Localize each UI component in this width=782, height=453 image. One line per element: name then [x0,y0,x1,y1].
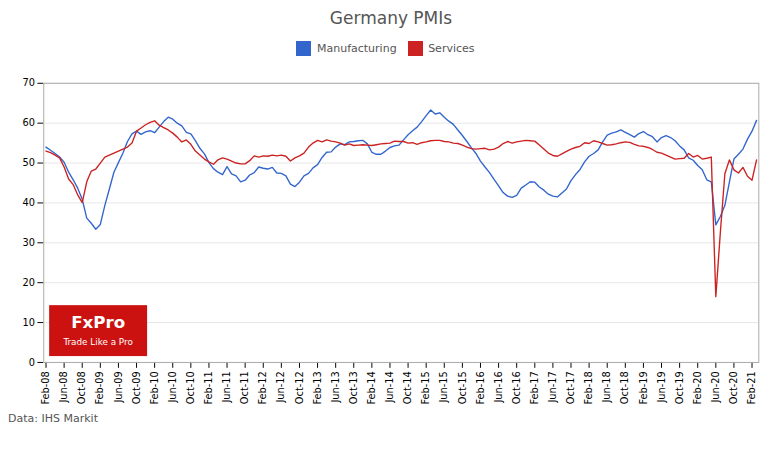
svg-text:Jun-12: Jun-12 [275,371,286,403]
svg-text:Feb-17: Feb-17 [529,371,540,404]
svg-text:Feb-13: Feb-13 [312,371,323,404]
svg-text:30: 30 [22,236,34,247]
svg-text:40: 40 [22,197,34,208]
svg-text:20: 20 [22,276,34,287]
svg-text:Jun-13: Jun-13 [330,371,341,403]
html-text:Manufacturing: Manufacturing [317,42,397,55]
svg-text:70: 70 [22,77,34,88]
svg-text:10: 10 [22,316,34,327]
svg-text:Oct-17: Oct-17 [565,371,576,404]
svg-text:Jun-18: Jun-18 [601,371,612,403]
svg-text:Oct-11: Oct-11 [239,371,250,404]
svg-text:Oct-20: Oct-20 [728,371,739,404]
svg-text:50: 50 [22,157,34,168]
svg-text:Jun-20: Jun-20 [710,371,721,403]
svg-text:Feb-21: Feb-21 [746,371,757,404]
svg-text:Oct-10: Oct-10 [185,371,196,404]
svg-text:Feb-16: Feb-16 [475,371,486,404]
html-text:Germany PMIs: Germany PMIs [329,8,453,28]
svg-text:Feb-11: Feb-11 [203,371,214,404]
svg-text:Feb-12: Feb-12 [257,371,268,404]
svg-text:Jun-08: Jun-08 [58,371,69,403]
svg-text:Feb-10: Feb-10 [149,371,160,404]
svg-text:Oct-16: Oct-16 [511,371,522,404]
svg-text:Feb-19: Feb-19 [638,371,649,404]
svg-text:Oct-09: Oct-09 [131,371,142,404]
svg-text:Oct-12: Oct-12 [294,371,305,404]
svg-text:Jun-14: Jun-14 [384,371,395,403]
svg-text:Jun-10: Jun-10 [167,371,178,403]
svg-text:Jun-17: Jun-17 [547,371,558,403]
svg-text:Feb-15: Feb-15 [420,371,431,404]
svg-text:FxPro: FxPro [71,312,125,331]
svg-text:60: 60 [22,117,34,128]
svg-text:Jun-19: Jun-19 [656,371,667,403]
svg-text:Jun-11: Jun-11 [221,371,232,403]
svg-text:Oct-15: Oct-15 [457,371,468,404]
svg-text:Oct-08: Oct-08 [76,371,87,404]
svg-text:0: 0 [29,356,35,367]
svg-text:Oct-19: Oct-19 [674,371,685,404]
svg-text:Oct-14: Oct-14 [402,371,413,404]
svg-text:Feb-08: Feb-08 [40,371,51,404]
svg-text:Jun-09: Jun-09 [113,371,124,403]
svg-text:Feb-20: Feb-20 [692,371,703,404]
svg-text:Feb-14: Feb-14 [366,371,377,404]
svg-text:Oct-18: Oct-18 [619,371,630,404]
svg-text:Oct-13: Oct-13 [348,371,359,404]
html-text:Services: Services [428,42,475,55]
svg-text:Trade Like a Pro: Trade Like a Pro [62,337,132,347]
svg-text:Feb-18: Feb-18 [583,371,594,404]
svg-text:Jun-16: Jun-16 [493,371,504,403]
svg-text:Feb-09: Feb-09 [94,371,105,404]
html-text:Data: IHS Markit: Data: IHS Markit [8,412,98,426]
svg-text:Jun-15: Jun-15 [438,371,449,403]
